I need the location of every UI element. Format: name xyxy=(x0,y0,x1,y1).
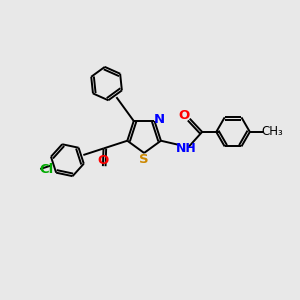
Text: O: O xyxy=(179,109,190,122)
Text: S: S xyxy=(139,153,149,166)
Text: CH₃: CH₃ xyxy=(261,125,283,138)
Text: O: O xyxy=(97,154,109,167)
Text: N: N xyxy=(154,113,165,126)
Text: NH: NH xyxy=(176,142,197,154)
Text: Cl: Cl xyxy=(40,163,54,176)
